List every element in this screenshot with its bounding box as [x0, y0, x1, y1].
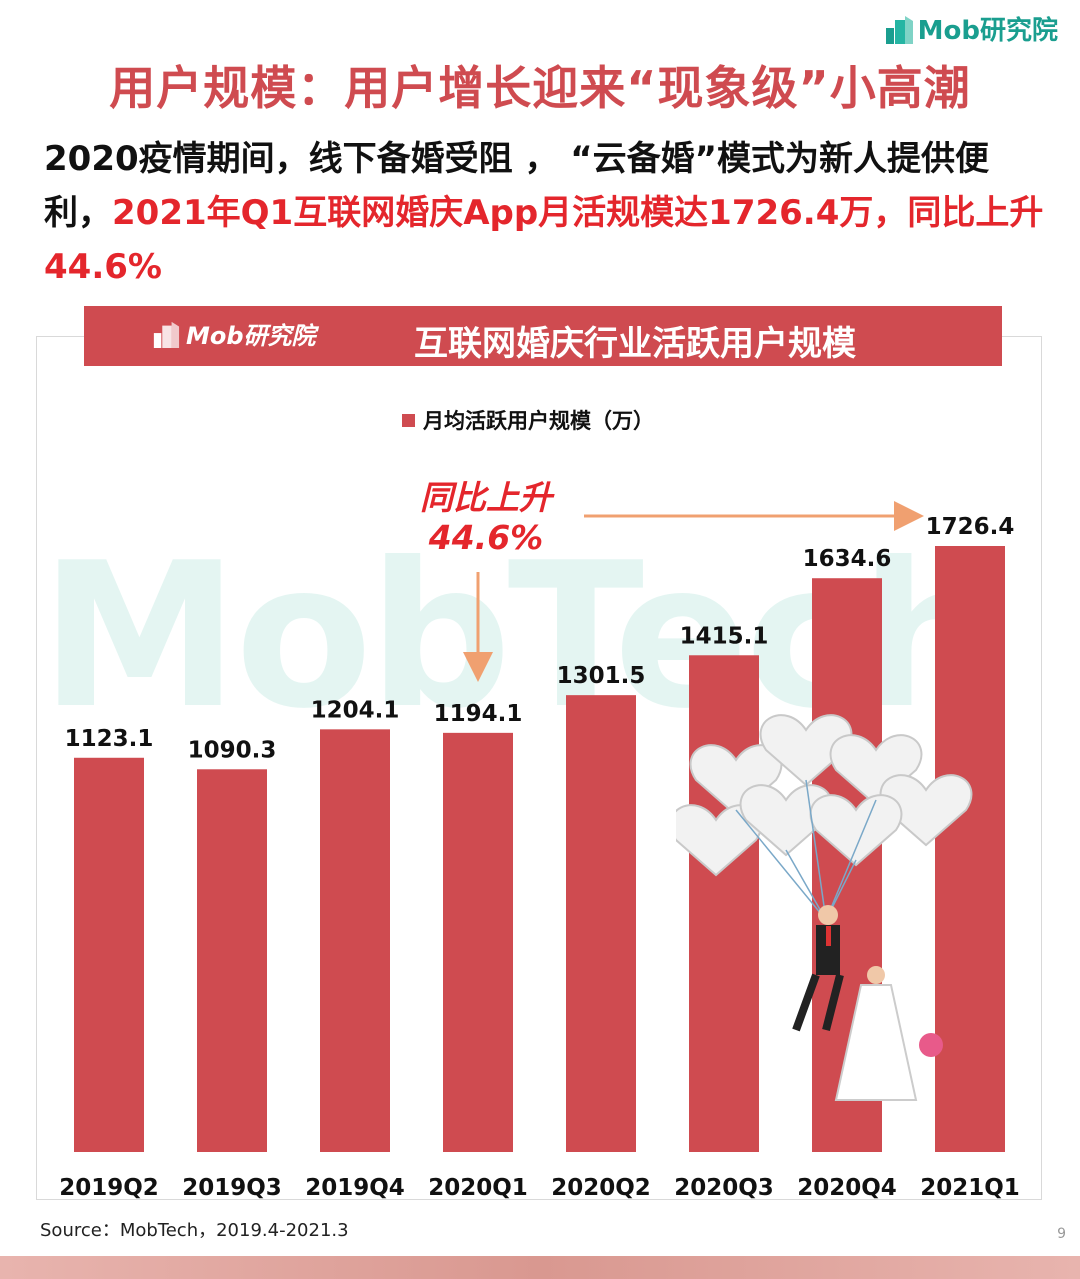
building-logo-icon [885, 15, 913, 44]
data-label-2020Q4: 1634.6 [803, 546, 892, 572]
page-number: 9 [1057, 1226, 1066, 1242]
x-tick-2019Q4: 2019Q4 [305, 1175, 405, 1201]
brand-logo-text: Mob研究院 [917, 16, 1058, 46]
brand-logo: Mob研究院 [884, 10, 1058, 47]
bar-2021Q1 [935, 546, 1005, 1152]
data-label-2020Q1: 1194.1 [434, 701, 523, 727]
bar-2020Q1 [443, 732, 513, 1152]
chart-legend: 月均活跃用户规模（万） [402, 405, 654, 435]
x-tick-2020Q3: 2020Q3 [674, 1175, 774, 1201]
x-tick-2021Q1: 2021Q1 [920, 1175, 1020, 1201]
x-tick-2019Q3: 2019Q3 [182, 1175, 282, 1201]
data-label-2019Q2: 1123.1 [65, 726, 154, 752]
data-label-2020Q3: 1415.1 [680, 623, 769, 649]
bar-2020Q3 [689, 655, 759, 1152]
chart-banner: Mob研究院 互联网婚庆行业活跃用户规模 [84, 306, 1002, 366]
annotation-line1: 同比上升 [420, 478, 552, 517]
subtitle-highlight: 2021年Q1互联网婚庆App月活规模达1726.4万，同比上升44.6% [44, 193, 1044, 287]
banner-logo-text: Mob研究院 [186, 322, 316, 350]
x-tick-2020Q1: 2020Q1 [428, 1175, 528, 1201]
data-label-2019Q4: 1204.1 [311, 697, 400, 723]
legend-label: 月均活跃用户规模（万） [423, 409, 654, 433]
bar-2019Q4 [320, 729, 390, 1152]
page-title: 用户规模：用户增长迎来“现象级”小高潮 [109, 61, 971, 115]
building-logo-icon [153, 321, 180, 348]
bottom-band [0, 1256, 1080, 1279]
heart-balloons-couple-illustration [676, 714, 973, 1101]
banner-logo: Mob研究院 [152, 316, 316, 351]
x-tick-2020Q4: 2020Q4 [797, 1175, 897, 1201]
bar-2019Q2 [74, 757, 144, 1152]
data-label-2019Q3: 1090.3 [188, 737, 277, 763]
chart-title: 互联网婚庆行业活跃用户规模 [414, 324, 856, 364]
source-note: Source：MobTech，2019.4-2021.3 [40, 1220, 349, 1241]
subtitle-text: 2020疫情期间，线下备婚受阻 ， “云备婚”模式为新人提供便利， [44, 139, 989, 233]
annotation-line2: 44.6% [428, 518, 544, 557]
page-subtitle: 2020疫情期间，线下备婚受阻 ， “云备婚”模式为新人提供便利，2021年Q1… [44, 132, 1054, 294]
x-tick-2019Q2: 2019Q2 [59, 1175, 159, 1201]
yoy-annotation: 同比上升 44.6% [406, 478, 566, 558]
bar-2019Q3 [197, 769, 267, 1152]
data-label-2021Q1: 1726.4 [926, 514, 1015, 540]
data-label-2020Q2: 1301.5 [557, 663, 646, 689]
legend-swatch [402, 413, 415, 427]
x-tick-2020Q2: 2020Q2 [551, 1175, 651, 1201]
bar-2020Q2 [566, 695, 636, 1152]
